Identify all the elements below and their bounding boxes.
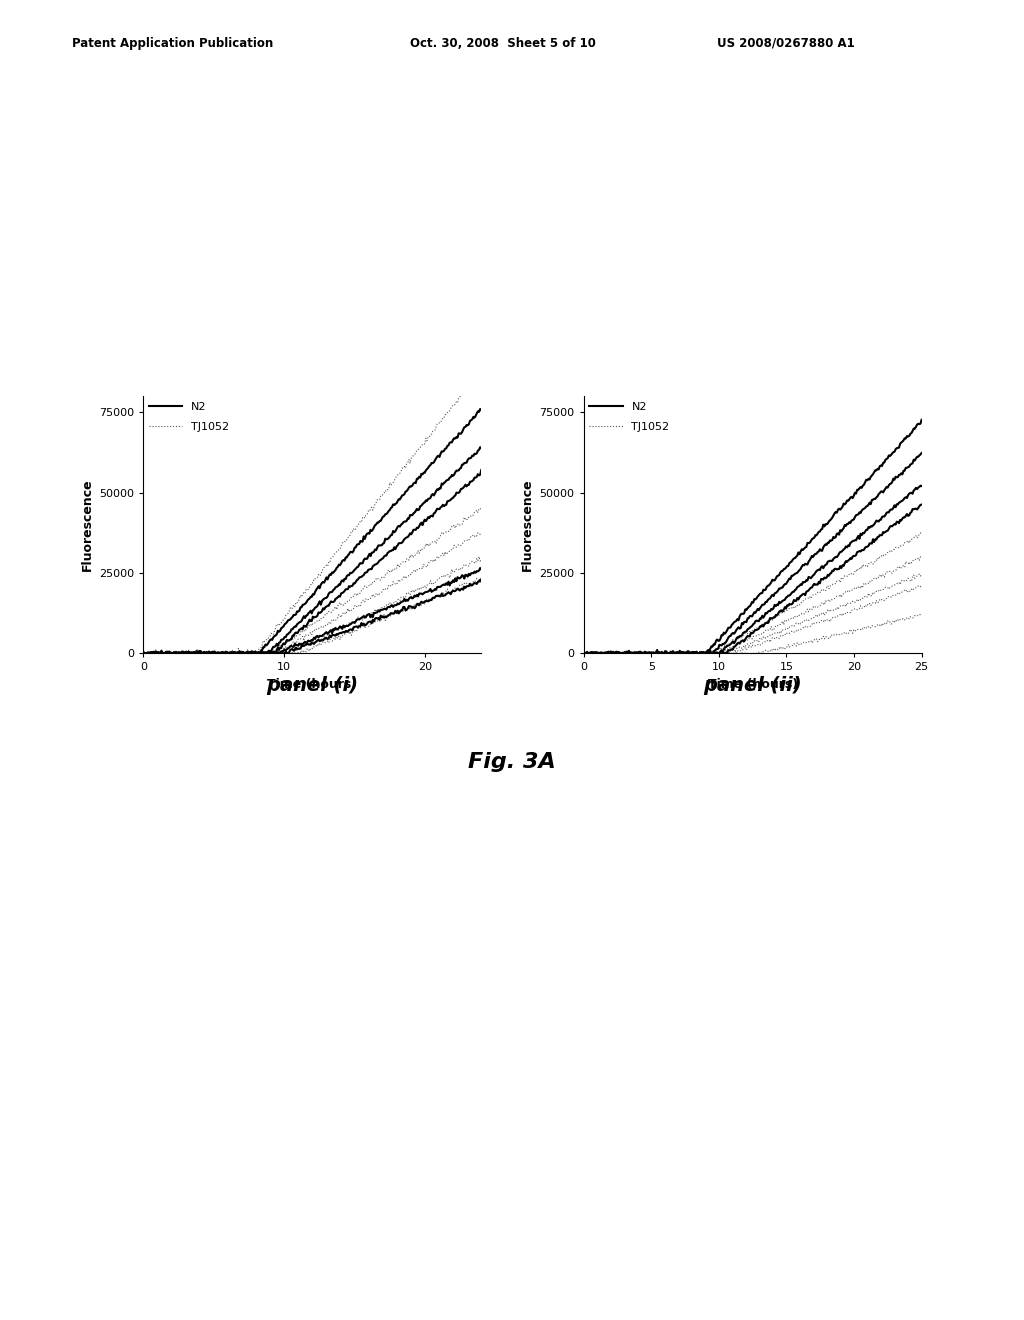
Text: US 2008/0267880 A1: US 2008/0267880 A1 [717, 37, 855, 50]
Text: panel (ii): panel (ii) [703, 676, 802, 694]
Y-axis label: Fluorescence: Fluorescence [521, 478, 534, 572]
Text: Patent Application Publication: Patent Application Publication [72, 37, 273, 50]
Legend: N2, TJ1052: N2, TJ1052 [589, 401, 670, 432]
Text: Fig. 3A: Fig. 3A [468, 752, 556, 772]
X-axis label: Time (hours): Time (hours) [267, 678, 357, 690]
Text: panel (i): panel (i) [266, 676, 358, 694]
Text: Oct. 30, 2008  Sheet 5 of 10: Oct. 30, 2008 Sheet 5 of 10 [410, 37, 596, 50]
X-axis label: Time (hours): Time (hours) [708, 678, 798, 690]
Legend: N2, TJ1052: N2, TJ1052 [148, 401, 229, 432]
Y-axis label: Fluorescence: Fluorescence [81, 478, 93, 572]
